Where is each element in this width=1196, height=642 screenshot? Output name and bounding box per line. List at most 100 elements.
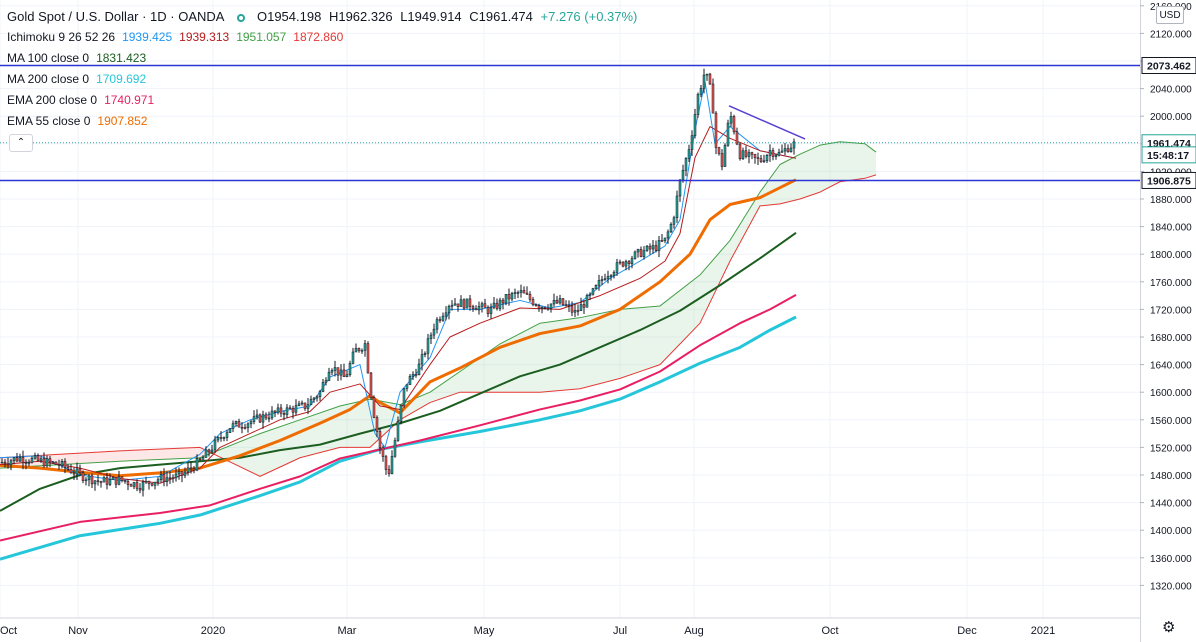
legend-indicator-row[interactable]: MA 200 close 0 1709.692 [7, 69, 637, 90]
candle-body [396, 420, 400, 441]
candle-body [336, 367, 340, 376]
candle-body [156, 479, 160, 483]
candle-body [456, 303, 460, 307]
candle-body [438, 319, 442, 321]
legend-indicator-row[interactable]: EMA 200 close 0 1740.971 [7, 90, 637, 111]
candle-body [729, 116, 733, 124]
candle-body [66, 467, 70, 470]
candle-body [498, 299, 502, 309]
legend-symbol-row[interactable]: Gold Spot / U.S. Dollar · 1D · OANDA O19… [7, 6, 637, 27]
candle-body [726, 122, 730, 146]
candle-body [579, 304, 583, 311]
time-tick-label: Aug [684, 625, 704, 637]
candle-body [42, 458, 46, 467]
candle-body [138, 488, 142, 491]
candle-body [60, 461, 64, 466]
candle-body [588, 293, 592, 296]
candle-body [285, 407, 289, 415]
ohlc-open: O1954.198 [256, 9, 322, 24]
candle-body [258, 414, 262, 423]
candle-body [249, 421, 253, 425]
candle-body [744, 150, 748, 157]
candle-body [177, 471, 181, 475]
candle-body [48, 458, 52, 463]
candle-body [681, 170, 685, 181]
candle-body [102, 477, 106, 483]
candle-body [57, 464, 61, 466]
candle-body [720, 153, 724, 167]
candle-body [642, 250, 646, 257]
candle-body [333, 367, 337, 371]
legend-collapse-button[interactable]: ⌃ [9, 134, 33, 152]
candle-body [312, 397, 316, 400]
currency-button[interactable]: USD [1156, 6, 1184, 24]
candle-body [405, 384, 409, 389]
indicator-label: MA 100 close 0 [7, 51, 90, 65]
candle-body [195, 458, 199, 471]
indicator-label: EMA 55 close 0 [7, 114, 91, 128]
time-tick-label: Jul [613, 625, 627, 637]
candle-body [339, 369, 343, 376]
candle-body [693, 114, 697, 136]
candle-body [576, 310, 580, 312]
candle-body [216, 437, 220, 441]
candle-body [591, 288, 595, 295]
candle-body [6, 463, 10, 466]
candle-body [732, 116, 736, 133]
candle-body [174, 473, 178, 479]
candle-body [684, 158, 688, 171]
price-axis[interactable] [1140, 0, 1196, 642]
candle-body [447, 306, 451, 314]
candle-body [459, 299, 463, 307]
candle-body [426, 338, 430, 354]
legend-indicator-row[interactable]: Ichimoku 9 26 52 26 1939.425 1939.313 1951.… [7, 27, 637, 48]
candle-body [3, 461, 7, 465]
candle-body [204, 449, 208, 458]
candle-body [423, 353, 427, 355]
candle-body [78, 468, 82, 473]
time-tick-label: Nov [68, 625, 88, 637]
trendline[interactable] [728, 105, 806, 140]
candle-body [714, 112, 718, 148]
candle-body [501, 299, 505, 304]
candle-body [222, 437, 226, 439]
candle-body [738, 143, 742, 159]
series-line-ema-200 [0, 294, 797, 542]
candle-body [756, 157, 760, 159]
candle-body [660, 240, 664, 242]
candle-body [291, 408, 295, 413]
candle-body [381, 447, 385, 457]
legend-indicator-row[interactable]: EMA 55 close 0 1907.852 [7, 111, 637, 132]
candle-body [294, 405, 298, 413]
candle-body [366, 343, 370, 374]
candle-body [420, 354, 424, 365]
candle-body [69, 469, 73, 474]
candle-body [768, 150, 772, 156]
candle-body [126, 481, 130, 485]
chart-settings-gear-icon[interactable]: ⚙ [1162, 619, 1176, 636]
candle-body [300, 402, 304, 405]
candle-body [750, 152, 754, 155]
candle-body [201, 457, 205, 460]
candle-body [327, 371, 331, 381]
candle-body [465, 298, 469, 309]
symbol-title[interactable]: Gold Spot / U.S. Dollar · 1D · OANDA [7, 9, 224, 24]
candle-body [486, 307, 490, 314]
candle-body [369, 372, 373, 398]
indicator-value: 1831.423 [96, 51, 147, 65]
candle-body [144, 480, 148, 483]
candle-body [108, 479, 112, 485]
candle-body [528, 293, 532, 300]
candle-body [276, 407, 280, 413]
candle-body [372, 397, 376, 418]
candle-body [531, 299, 535, 305]
candle-body [270, 410, 274, 419]
candle-body [306, 404, 310, 409]
candle-body [0, 461, 4, 464]
candle-body [150, 483, 154, 486]
candle-body [537, 305, 541, 309]
candle-body [135, 482, 139, 489]
legend-indicator-row[interactable]: MA 100 close 0 1831.423 [7, 48, 637, 69]
candle-body [114, 477, 118, 485]
